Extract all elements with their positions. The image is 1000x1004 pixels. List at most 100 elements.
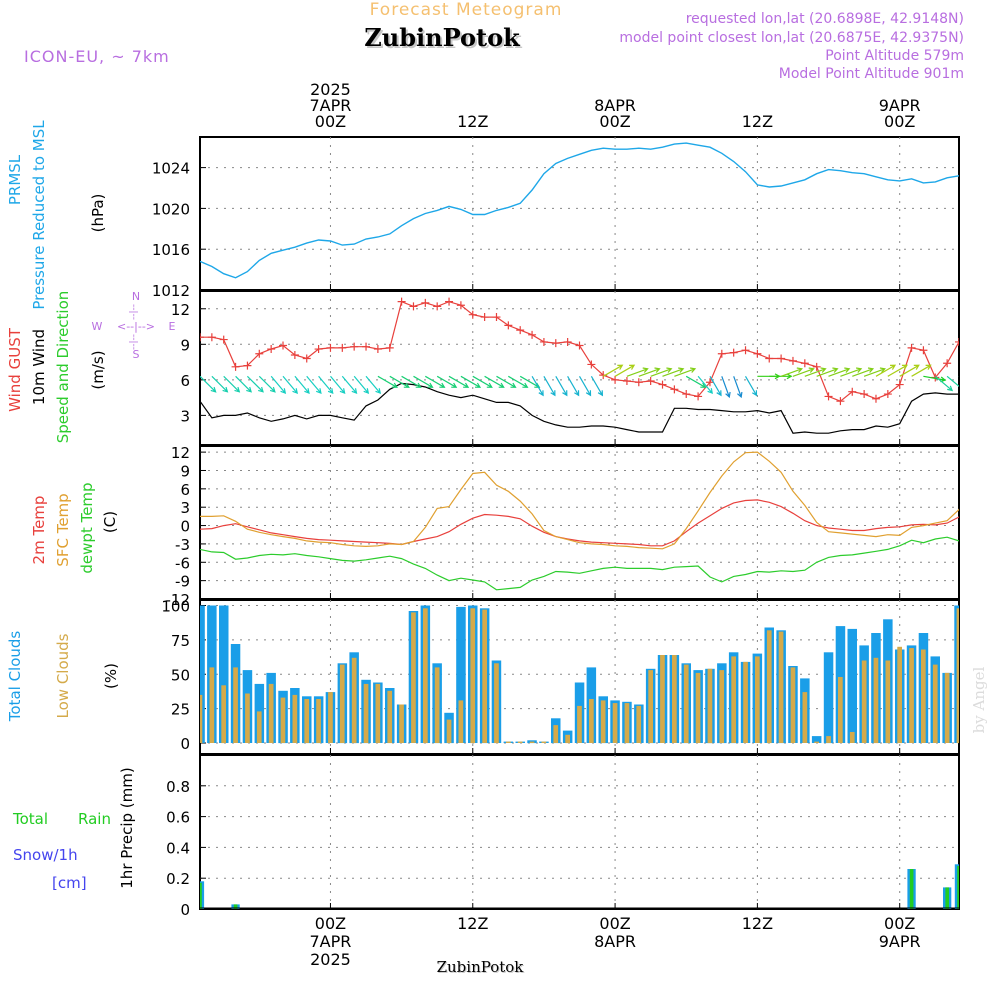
- y-tick-label: 12: [171, 444, 190, 462]
- gust-marker: [694, 392, 703, 401]
- gust-marker: [539, 337, 548, 346]
- wind-direction-arrow: [223, 375, 241, 393]
- wind-direction-arrow: [401, 375, 422, 388]
- wind-direction-arrow: [365, 375, 382, 395]
- gust-marker: [516, 326, 525, 335]
- wind-direction-arrow: [306, 375, 322, 395]
- time-label-bottom: 7APR: [310, 932, 352, 951]
- low-cloud-bar: [351, 657, 357, 744]
- label-cm: [cm]: [52, 874, 87, 892]
- wind-direction-arrow: [816, 367, 839, 377]
- wind-direction-arrow: [626, 367, 649, 377]
- panel-content: [200, 451, 959, 591]
- wind-direction-arrow: [567, 375, 580, 397]
- gust-marker: [219, 335, 228, 344]
- low-cloud-bar: [280, 697, 286, 743]
- panel-content: [200, 297, 959, 434]
- gust-marker: [350, 342, 359, 351]
- gust-marker: [943, 359, 952, 368]
- low-cloud-bar: [200, 694, 203, 743]
- wind-direction-arrow: [246, 375, 264, 393]
- gust-marker: [200, 333, 204, 342]
- label-dewpt-temp: dewpt Temp: [78, 482, 96, 573]
- label-2m-temp: 2m Temp: [30, 496, 48, 565]
- wind-direction-arrow: [697, 375, 713, 395]
- wind-direction-arrow: [674, 367, 697, 377]
- label-sfc-temp: SFC Temp: [54, 493, 72, 566]
- gust-marker: [741, 346, 750, 355]
- wind-direction-arrow: [590, 375, 604, 397]
- wind-direction-arrow: [911, 364, 932, 377]
- gust-marker: [504, 321, 513, 330]
- pressure-line: [200, 142, 959, 279]
- low-cloud-bar: [470, 608, 476, 744]
- low-cloud-bar: [423, 608, 428, 744]
- gust-marker: [302, 354, 311, 363]
- wind-direction-arrow: [294, 375, 310, 395]
- low-cloud-bar: [707, 668, 713, 744]
- gust-marker: [397, 297, 406, 306]
- low-cloud-bar: [743, 661, 748, 743]
- plot-area: 20257APR00Z00Z7APR202512Z12Z8APR00Z00Z8A…: [6, 80, 960, 969]
- label-total: Total: [12, 810, 48, 828]
- wind-direction-arrow: [602, 364, 624, 377]
- precip-rain-bar: [233, 904, 238, 909]
- footer-location-shadow: ZubinPotok: [438, 959, 526, 977]
- gust-marker: [634, 378, 643, 387]
- gust-line: [200, 300, 959, 402]
- low-cloud-bar: [506, 741, 511, 743]
- time-label-top: 2025: [310, 80, 351, 99]
- gust-marker: [646, 377, 655, 386]
- wind-direction-arrow: [318, 375, 334, 395]
- time-label-top: 00Z: [315, 112, 346, 131]
- gust-marker: [255, 349, 264, 358]
- low-cloud-bar: [434, 667, 440, 743]
- panel-frame: [199, 136, 960, 291]
- gust-marker: [456, 301, 465, 310]
- label-gust: Wind GUST: [6, 327, 24, 412]
- low-cloud-bar: [363, 683, 369, 743]
- wind-direction-arrow: [828, 367, 851, 377]
- y-tick-label: 0: [180, 518, 190, 536]
- wind-direction-arrow: [258, 375, 276, 393]
- label-celsius: (C): [101, 511, 119, 533]
- wind-direction-arrow: [472, 375, 493, 388]
- wind-direction-arrow: [887, 364, 908, 377]
- label-total-clouds: Total Clouds: [6, 631, 24, 723]
- wind-direction-arrow: [769, 373, 793, 380]
- low-cloud-bar: [636, 705, 642, 743]
- wind-direction-arrow: [235, 375, 252, 393]
- wind-direction-arrow: [496, 375, 517, 388]
- y-tick-label: -9: [175, 573, 190, 591]
- low-cloud-bar: [944, 672, 950, 743]
- gust-marker: [871, 394, 880, 403]
- gust-marker: [290, 350, 299, 359]
- gust-marker: [492, 313, 501, 322]
- low-cloud-bar: [731, 656, 736, 743]
- model-label: ICON-EU, ~ 7km: [24, 47, 170, 66]
- y-tick-label: 3: [180, 499, 190, 517]
- gust-marker: [445, 297, 454, 306]
- wind-direction-arrow: [425, 375, 446, 388]
- low-cloud-bar: [648, 670, 653, 743]
- y-tick-label: 0: [180, 901, 190, 919]
- gust-marker: [658, 380, 667, 389]
- low-cloud-bar: [375, 683, 381, 743]
- low-cloud-bar: [292, 694, 298, 743]
- gust-marker: [919, 346, 928, 355]
- gust-marker: [883, 390, 892, 399]
- low-cloud-bar: [245, 693, 250, 743]
- gust-marker: [528, 330, 537, 339]
- y-tick-label: -12: [166, 591, 191, 609]
- gust-marker: [788, 356, 797, 365]
- low-cloud-bar: [458, 700, 464, 743]
- panel-frame: [199, 445, 960, 600]
- low-cloud-bar: [589, 699, 594, 743]
- low-cloud-bar: [328, 692, 333, 743]
- panel-content: [200, 605, 959, 744]
- gust-marker: [231, 362, 240, 371]
- low-cloud-bar: [482, 609, 487, 743]
- low-cloud-bar: [885, 660, 891, 743]
- total-cloud-bar: [823, 652, 834, 744]
- low-cloud-bar: [316, 699, 321, 743]
